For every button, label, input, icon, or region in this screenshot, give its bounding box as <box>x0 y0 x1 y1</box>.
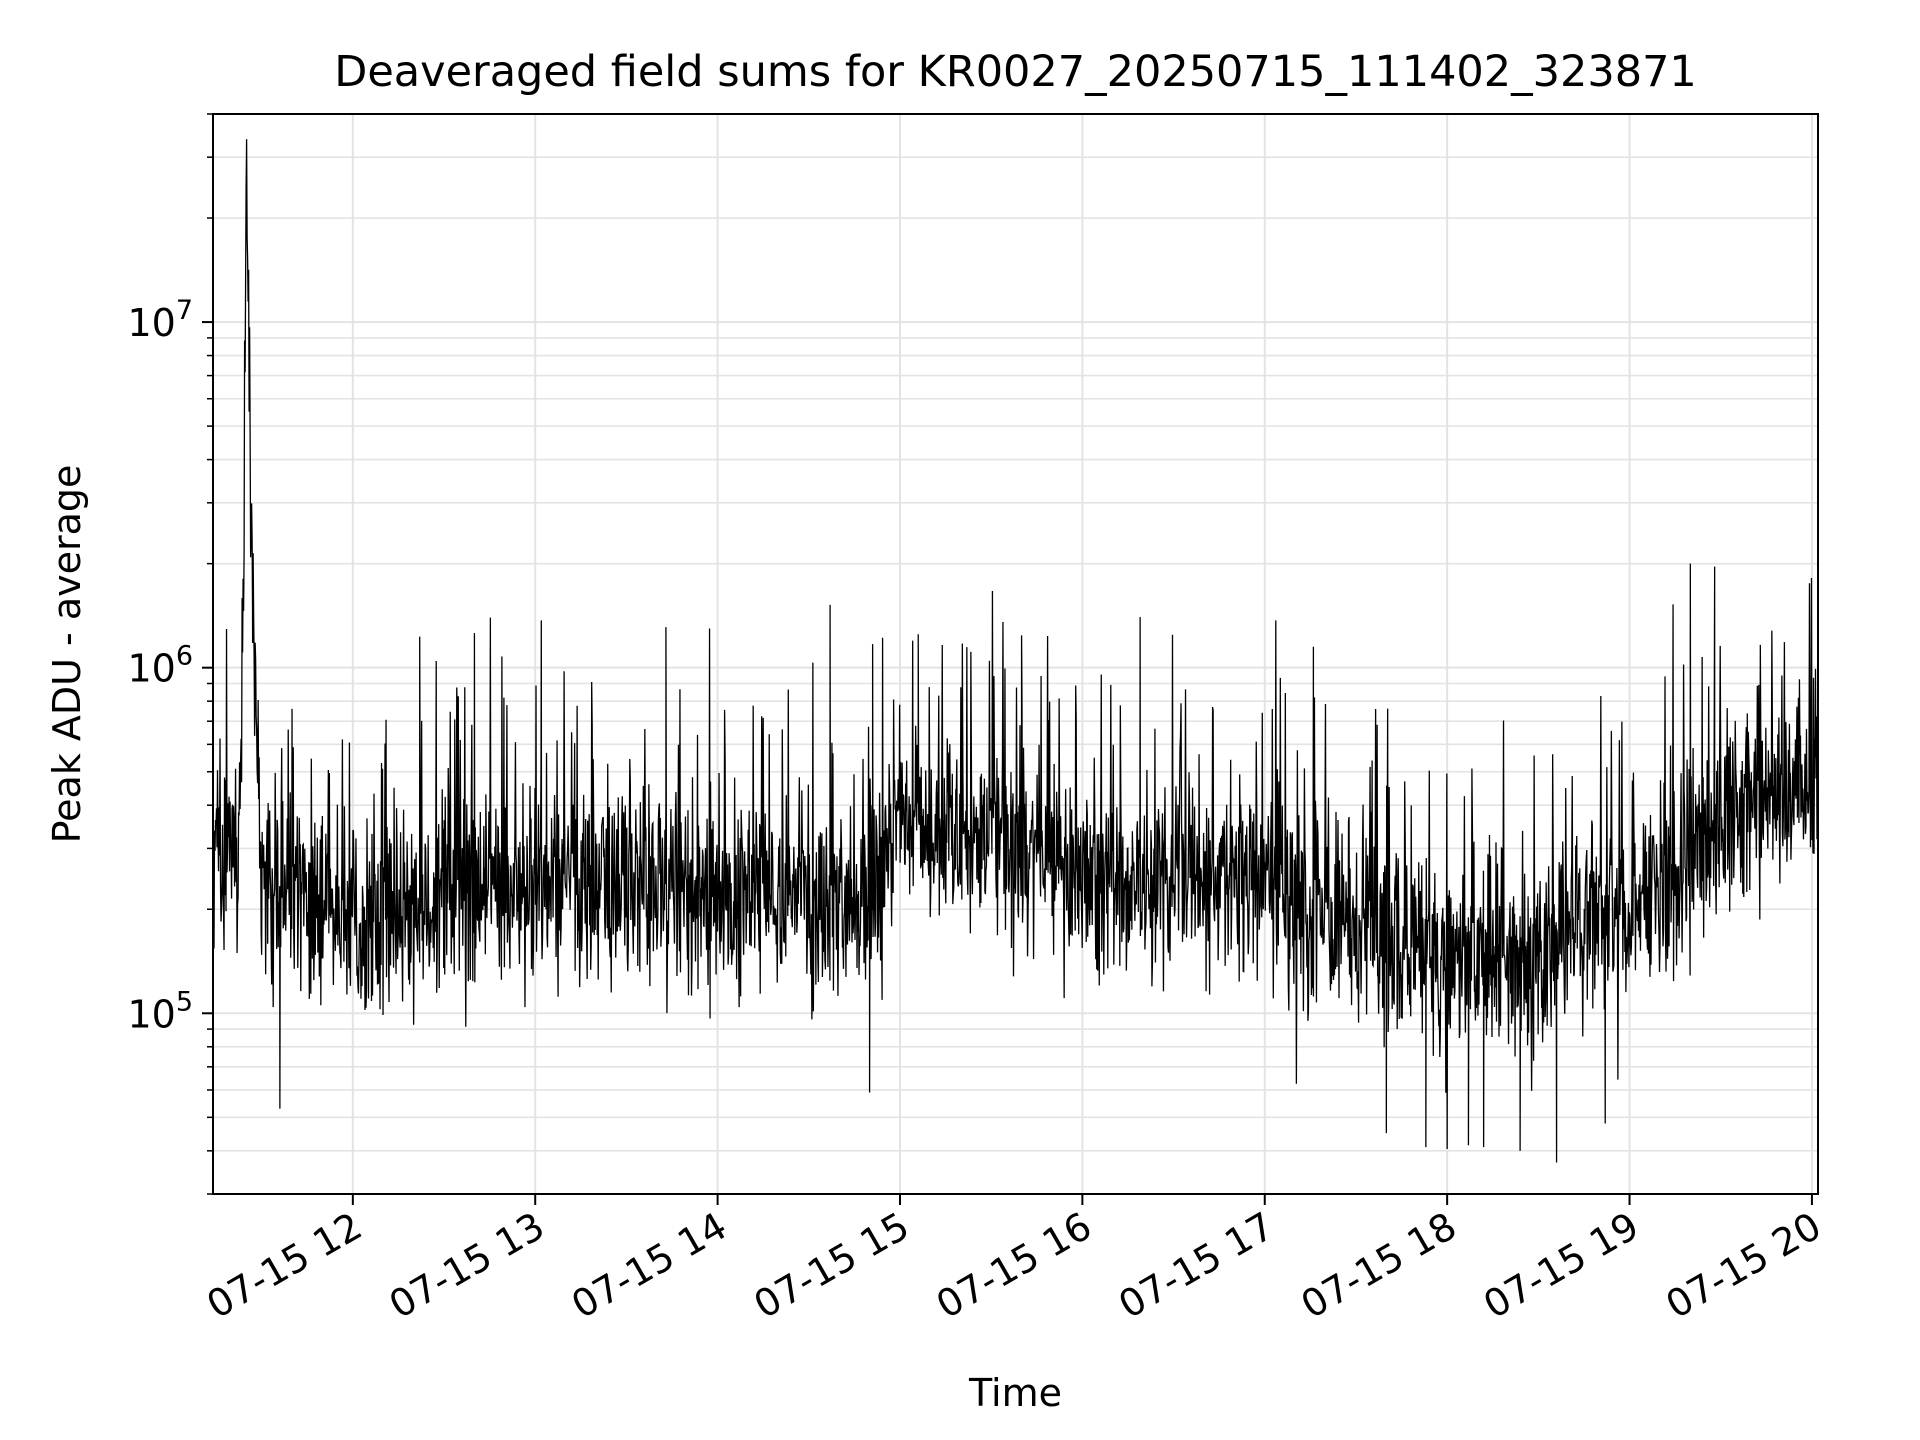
y-tick-label-exponent: 7 <box>176 295 193 326</box>
y-tick-label: 105 <box>127 986 193 1036</box>
series-layer <box>212 139 1819 1163</box>
y-tick-label-base: 10 <box>127 647 175 691</box>
plot-frame <box>212 113 1819 1195</box>
plot-area <box>213 114 1818 1194</box>
y-tick-label-base: 10 <box>127 301 175 345</box>
y-tick-label: 106 <box>127 641 193 691</box>
y-tick-label: 107 <box>127 295 193 345</box>
chart-title: Deaveraged field sums for KR0027_2025071… <box>334 47 1697 97</box>
series-line <box>212 139 1819 1163</box>
y-axis-label: Peak ADU - average <box>45 465 89 844</box>
y-tick-label-base: 10 <box>127 992 175 1036</box>
y-tick-label-exponent: 5 <box>176 986 193 1017</box>
y-tick-label-exponent: 6 <box>176 641 193 672</box>
x-axis-label: Time <box>968 1371 1062 1415</box>
